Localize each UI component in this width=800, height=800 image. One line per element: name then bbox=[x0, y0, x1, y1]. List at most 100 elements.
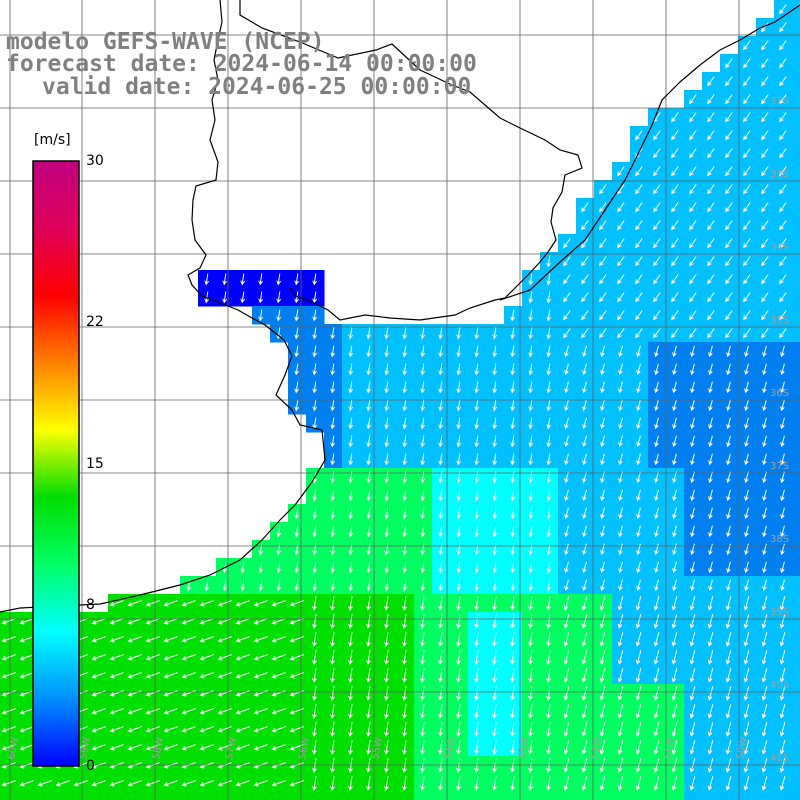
wind-arrow bbox=[600, 579, 605, 592]
wind-arrow bbox=[725, 686, 732, 701]
wind-arrow bbox=[779, 130, 787, 141]
wind-arrow bbox=[199, 618, 214, 625]
wind-arrow bbox=[384, 399, 389, 412]
wind-arrow bbox=[743, 704, 750, 719]
wind-arrow bbox=[618, 363, 623, 376]
wind-arrow bbox=[780, 417, 785, 430]
wind-cell bbox=[792, 162, 800, 181]
wind-arrow bbox=[581, 704, 588, 719]
wind-arrow bbox=[779, 220, 787, 231]
wind-cell bbox=[792, 288, 800, 307]
wind-arrow bbox=[653, 220, 661, 231]
wind-arrow bbox=[384, 363, 389, 376]
wind-arrow bbox=[707, 650, 714, 665]
wind-arrow bbox=[689, 668, 696, 683]
wind-arrow bbox=[330, 668, 335, 683]
wind-arrow bbox=[474, 399, 479, 412]
wind-arrow bbox=[492, 668, 497, 683]
wind-arrow bbox=[780, 525, 785, 538]
wind-arrow bbox=[253, 618, 268, 625]
wind-cell bbox=[540, 792, 559, 800]
wind-arrow bbox=[145, 618, 160, 625]
wind-arrow bbox=[312, 632, 317, 647]
wind-arrow bbox=[546, 686, 551, 701]
wind-arrow bbox=[708, 381, 713, 394]
wind-arrow bbox=[384, 614, 389, 629]
wind-arrow bbox=[581, 614, 588, 629]
wind-arrow bbox=[312, 525, 317, 538]
wind-arrow bbox=[163, 708, 178, 715]
wind-arrow bbox=[779, 596, 786, 611]
wind-arrow bbox=[744, 417, 749, 430]
wind-arrow bbox=[348, 704, 353, 719]
longitude-label: 60W bbox=[6, 736, 21, 760]
wind-arrow bbox=[217, 636, 232, 643]
wind-arrow bbox=[761, 256, 769, 267]
wind-arrow bbox=[779, 310, 787, 321]
wind-arrow bbox=[599, 184, 607, 195]
wind-arrow bbox=[779, 686, 786, 701]
wind-arrow bbox=[635, 596, 642, 611]
wind-arrow bbox=[653, 166, 661, 177]
wind-arrow bbox=[235, 636, 250, 643]
wind-arrow bbox=[276, 309, 281, 322]
wind-arrow bbox=[654, 471, 659, 484]
coastline bbox=[0, 0, 800, 613]
colorbar-tick-label: 0 bbox=[86, 758, 95, 774]
wind-arrow bbox=[725, 220, 733, 231]
wind-arrow bbox=[258, 561, 263, 574]
wind-arrow bbox=[258, 579, 263, 592]
wind-arrow bbox=[312, 650, 317, 665]
wind-arrow bbox=[779, 650, 786, 665]
wind-arrow bbox=[761, 184, 769, 195]
wind-arrow bbox=[725, 274, 733, 285]
wind-arrow bbox=[366, 417, 371, 430]
wind-arrow bbox=[456, 614, 461, 629]
wind-arrow bbox=[456, 435, 461, 448]
wind-arrow bbox=[109, 690, 124, 697]
wind-arrow bbox=[294, 543, 299, 556]
wind-arrow bbox=[581, 202, 589, 213]
wind-arrow bbox=[671, 292, 679, 303]
wind-arrow bbox=[618, 579, 623, 592]
wind-arrow bbox=[779, 740, 786, 755]
wind-arrow bbox=[690, 489, 695, 502]
wind-arrow bbox=[348, 668, 353, 683]
wind-arrow bbox=[743, 76, 751, 87]
wind-arrow bbox=[456, 453, 461, 466]
wind-arrow bbox=[546, 579, 551, 592]
wind-arrow bbox=[528, 417, 533, 430]
wind-arrow bbox=[456, 561, 461, 574]
wind-arrow bbox=[725, 668, 732, 683]
wind-cell bbox=[792, 108, 800, 127]
wind-arrow bbox=[474, 740, 479, 755]
wind-arrow bbox=[780, 345, 785, 358]
wind-arrow bbox=[563, 632, 570, 647]
wind-arrow bbox=[780, 561, 785, 574]
wind-arrow bbox=[271, 726, 286, 733]
wind-arrow bbox=[743, 776, 750, 791]
wind-arrow bbox=[636, 453, 641, 466]
wind-arrow bbox=[761, 686, 768, 701]
wind-arrow bbox=[654, 579, 659, 592]
wind-arrow bbox=[384, 453, 389, 466]
wind-arrow bbox=[762, 363, 767, 376]
wind-arrow bbox=[420, 596, 425, 611]
wind-arrow bbox=[599, 668, 606, 683]
wind-arrow bbox=[145, 654, 160, 661]
wind-arrow bbox=[780, 543, 785, 556]
wind-arrow bbox=[743, 740, 750, 755]
wind-cell bbox=[684, 792, 703, 800]
wind-arrow bbox=[635, 328, 643, 339]
wind-arrow bbox=[546, 507, 551, 520]
wind-arrow bbox=[689, 614, 696, 629]
wind-arrow bbox=[762, 489, 767, 502]
wind-arrow bbox=[366, 579, 371, 592]
wind-cell bbox=[792, 702, 800, 721]
wind-arrow bbox=[581, 256, 589, 267]
wind-arrow bbox=[689, 256, 697, 267]
wind-arrow bbox=[546, 363, 551, 376]
wind-arrow bbox=[217, 654, 232, 661]
wind-cell bbox=[792, 396, 800, 415]
wind-arrow bbox=[635, 740, 642, 755]
